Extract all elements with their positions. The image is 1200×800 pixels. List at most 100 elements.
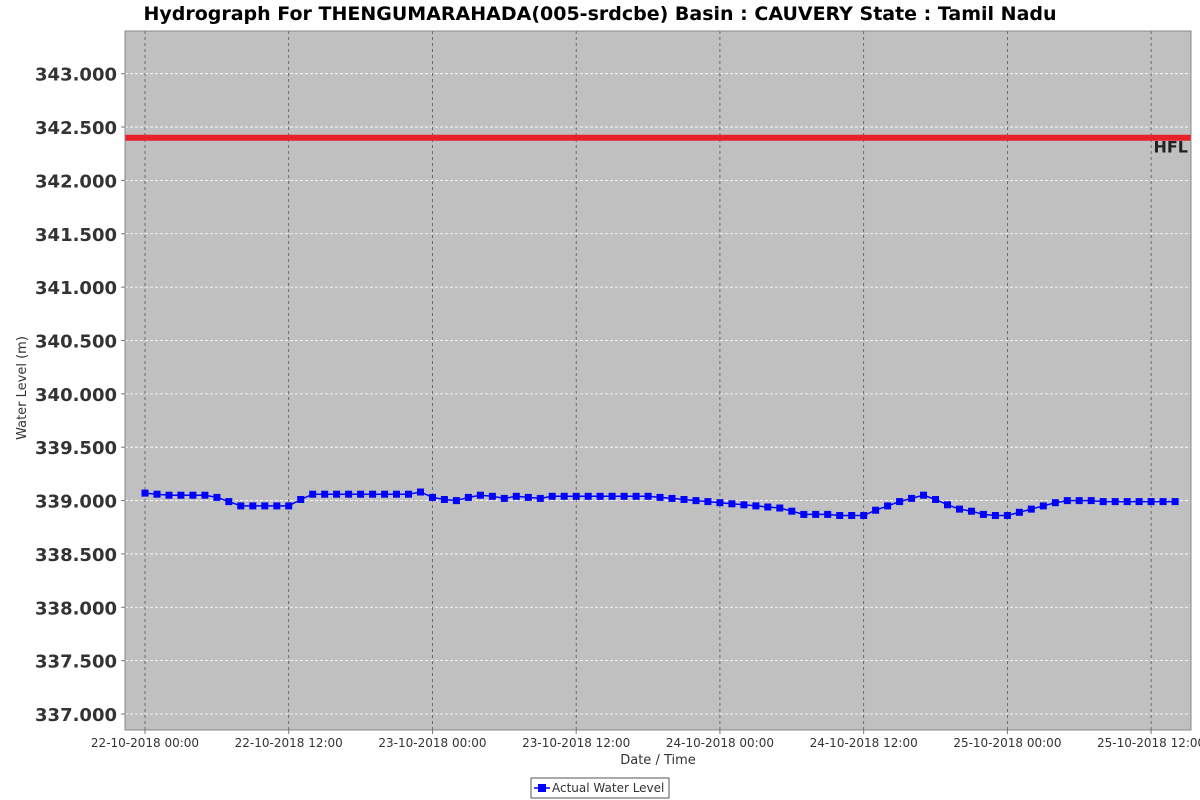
y-tick-label: 342.000: [35, 171, 117, 192]
data-point: [189, 491, 197, 499]
data-point: [1123, 498, 1131, 506]
data-point: [1027, 505, 1035, 513]
data-point: [872, 506, 880, 514]
data-point: [476, 491, 484, 499]
data-point: [848, 512, 856, 519]
data-point: [716, 499, 724, 507]
data-point: [740, 501, 748, 509]
x-tick-label: 24-10-2018 12:00: [810, 736, 918, 750]
data-point: [776, 504, 784, 512]
data-point: [884, 502, 892, 510]
y-tick-label: 339.500: [35, 438, 117, 459]
legend: Actual Water Level: [530, 777, 670, 799]
data-point: [309, 490, 317, 498]
data-point: [524, 493, 532, 501]
data-point: [944, 501, 951, 509]
data-point: [213, 493, 221, 501]
plot-border: [124, 30, 1192, 731]
series-layer: [141, 488, 1179, 519]
data-point: [680, 496, 688, 503]
data-point: [788, 507, 796, 515]
data-point: [1171, 498, 1179, 506]
data-point: [1063, 497, 1071, 505]
data-point: [141, 489, 149, 497]
data-point: [656, 493, 664, 501]
data-point: [979, 510, 987, 518]
data-point: [1087, 497, 1095, 505]
data-point: [1051, 499, 1059, 507]
data-point: [896, 498, 904, 506]
data-point: [357, 490, 365, 498]
data-point: [297, 496, 305, 503]
data-point: [800, 510, 808, 518]
data-point: [728, 500, 736, 508]
data-point: [512, 492, 520, 500]
y-tick-label: 338.000: [35, 598, 117, 619]
x-axis-ticks: 22-10-2018 00:00 22-10-2018 12:00 23-10-20…: [91, 730, 1200, 750]
y-tick-label: 342.500: [35, 118, 117, 139]
data-point: [393, 490, 400, 498]
data-point: [956, 505, 963, 513]
data-point: [644, 492, 652, 500]
y-tick-label: 340.500: [35, 331, 117, 352]
threshold-layer: HFL: [125, 134, 1191, 157]
data-point: [608, 492, 616, 500]
data-point: [572, 492, 580, 500]
data-point: [860, 512, 868, 519]
data-point: [405, 490, 412, 498]
y-tick-label: 337.500: [35, 652, 117, 673]
data-point: [620, 492, 628, 500]
data-point: [548, 492, 556, 500]
data-point: [273, 502, 281, 510]
x-tick-label: 24-10-2018 00:00: [666, 736, 774, 750]
data-point: [153, 490, 161, 498]
data-point: [764, 503, 772, 511]
x-tick-label: 22-10-2018 00:00: [91, 736, 199, 750]
hfl-label: HFL: [1153, 138, 1188, 157]
x-tick-label: 23-10-2018 00:00: [378, 736, 486, 750]
chart-title: Hydrograph For THENGUMARAHADA(005-srdcbe…: [143, 3, 1056, 25]
data-point: [177, 491, 185, 499]
data-point: [692, 497, 700, 505]
data-point: [812, 510, 820, 518]
data-point: [369, 490, 377, 498]
y-tick-label: 338.500: [35, 545, 117, 566]
plot-area: [125, 31, 1191, 730]
y-tick-label: 343.000: [35, 65, 117, 86]
data-point: [225, 498, 233, 506]
data-point: [596, 492, 604, 500]
data-point: [500, 494, 508, 502]
y-tick-label: 337.000: [35, 705, 117, 726]
data-point: [429, 493, 436, 501]
data-point: [668, 494, 676, 502]
data-point: [321, 490, 329, 498]
data-point: [824, 510, 832, 518]
data-point: [1039, 502, 1047, 510]
data-point: [632, 492, 640, 500]
data-point: [201, 491, 209, 499]
data-point: [261, 502, 269, 510]
data-point: [536, 494, 544, 502]
data-point: [560, 492, 568, 500]
data-point: [584, 492, 592, 500]
y-tick-label: 341.500: [35, 225, 117, 246]
legend-marker: [538, 784, 546, 792]
data-point: [704, 498, 712, 506]
data-point: [908, 494, 916, 502]
data-point: [836, 512, 844, 519]
y-tick-label: 340.000: [35, 385, 117, 406]
data-point: [417, 488, 424, 496]
x-grid: [144, 31, 1152, 730]
x-tick-label: 25-10-2018 12:00: [1097, 736, 1200, 750]
data-point: [968, 507, 975, 515]
y-axis-ticks: 337.000 337.500 338.000 338.500 339.000 339.5…: [35, 65, 125, 726]
x-tick-label: 22-10-2018 12:00: [235, 736, 343, 750]
y-tick-label: 339.000: [35, 492, 117, 513]
y-tick-label: 341.000: [35, 278, 117, 299]
data-point: [920, 491, 927, 499]
data-point: [1111, 498, 1119, 506]
x-tick-label: 25-10-2018 00:00: [953, 736, 1061, 750]
data-point: [333, 490, 341, 498]
data-point: [440, 496, 448, 503]
